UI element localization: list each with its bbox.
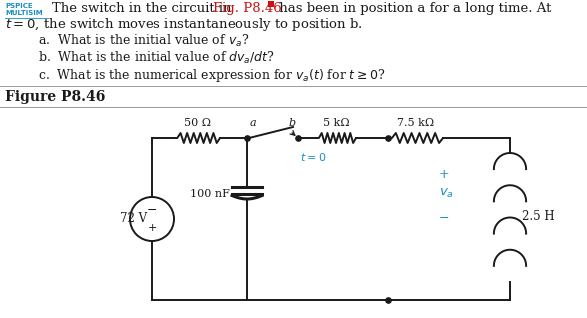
Text: $t = 0$, the switch moves instantaneously to position b.: $t = 0$, the switch moves instantaneousl…	[5, 16, 363, 33]
Text: $v_a$: $v_a$	[438, 186, 453, 200]
Text: a: a	[250, 118, 257, 128]
Text: +: +	[438, 169, 449, 182]
Text: 2.5 H: 2.5 H	[522, 211, 555, 224]
Text: The switch in the circuit in: The switch in the circuit in	[52, 2, 236, 15]
Text: Figure P8.46: Figure P8.46	[5, 90, 106, 104]
Text: a.  What is the initial value of $v_a$?: a. What is the initial value of $v_a$?	[38, 33, 249, 49]
Text: 100 nF: 100 nF	[190, 189, 230, 199]
Text: 7.5 kΩ: 7.5 kΩ	[397, 118, 434, 128]
Text: −: −	[438, 211, 449, 225]
Text: b: b	[289, 118, 296, 128]
Text: b.  What is the initial value of $dv_a/dt$?: b. What is the initial value of $dv_a/dt…	[38, 50, 275, 66]
Bar	[268, 1, 275, 7]
Text: Fig. P8.46: Fig. P8.46	[213, 2, 282, 15]
Text: −: −	[147, 204, 157, 217]
Text: 50 Ω: 50 Ω	[184, 118, 211, 128]
Text: $t = 0$: $t = 0$	[300, 151, 326, 163]
Text: has been in position a for a long time. At: has been in position a for a long time. …	[275, 2, 552, 15]
Text: c.  What is the numerical expression for $v_a(t)$ for $t \geq 0$?: c. What is the numerical expression for …	[38, 67, 386, 84]
Text: +: +	[147, 223, 157, 233]
Text: 5 kΩ: 5 kΩ	[323, 118, 349, 128]
Bar	[152, 138, 510, 300]
Text: MULTISIM: MULTISIM	[5, 10, 43, 16]
Text: 72 V: 72 V	[120, 212, 147, 225]
Text: PSPICE: PSPICE	[5, 3, 33, 9]
